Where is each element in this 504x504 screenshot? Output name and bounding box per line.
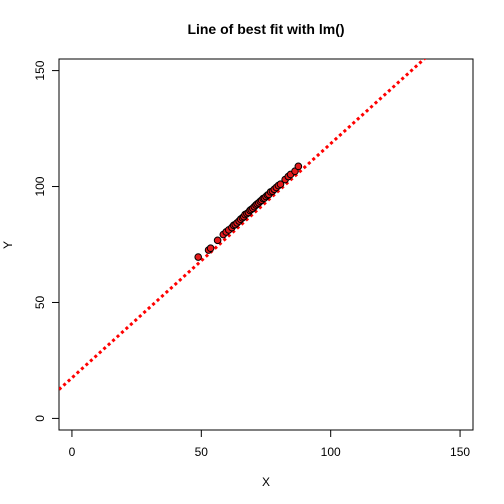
- y-tick-label: 100: [33, 176, 47, 196]
- y-axis: 0 50 100 150: [33, 60, 60, 422]
- y-axis-label: Y: [1, 241, 15, 249]
- data-point: [206, 244, 215, 253]
- data-point: [194, 253, 203, 261]
- chart-title: Line of best fit with lm(): [187, 21, 344, 37]
- x-tick-label: 100: [321, 445, 341, 459]
- x-tick-label: 150: [450, 445, 470, 459]
- x-axis-label: X: [262, 475, 270, 489]
- x-axis: 0 50 100 150: [69, 429, 470, 459]
- y-tick-label: 150: [33, 60, 47, 80]
- fit-line: [59, 59, 427, 391]
- data-point: [276, 180, 285, 189]
- data-point: [213, 236, 222, 245]
- data-point: [294, 162, 303, 171]
- points-layer: [194, 162, 303, 261]
- y-tick-label: 50: [33, 295, 47, 309]
- fit-line-layer: [59, 59, 427, 391]
- y-tick-label: 0: [33, 415, 47, 422]
- x-tick-label: 0: [69, 445, 76, 459]
- plot-frame: [58, 58, 474, 431]
- x-tick-label: 50: [195, 445, 209, 459]
